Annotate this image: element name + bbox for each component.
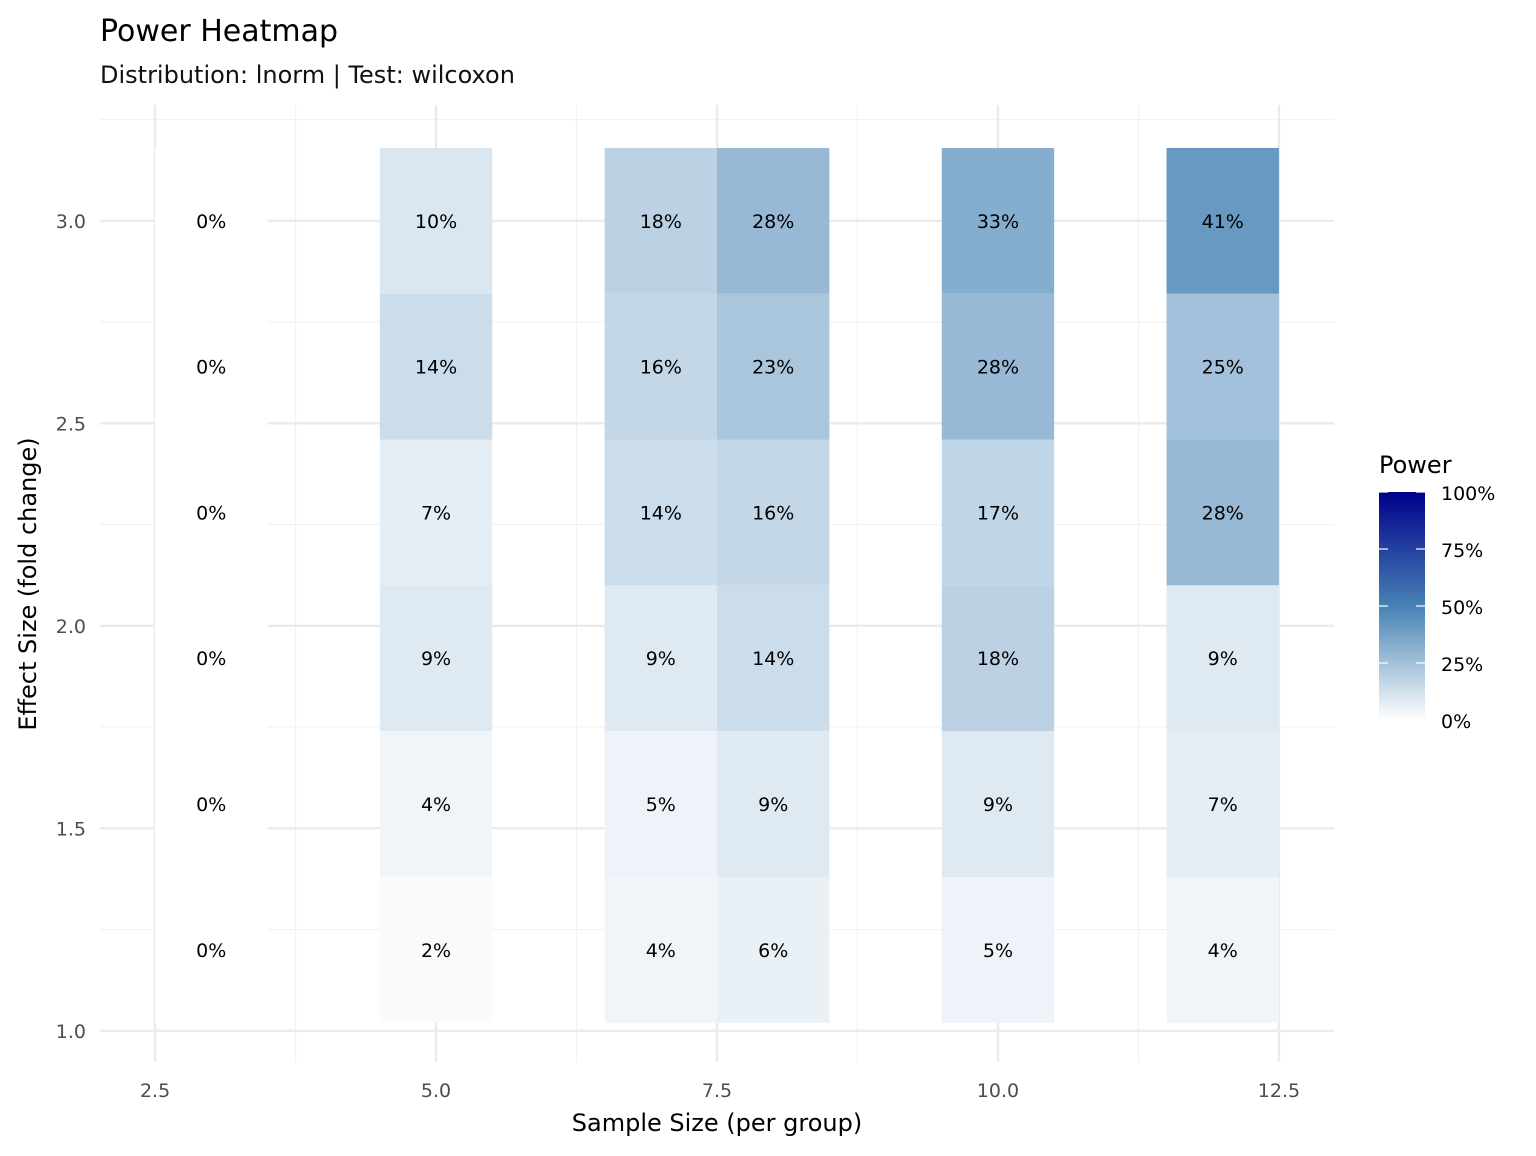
y-axis-label: Effect Size (fold change) [14, 437, 42, 730]
heatmap-tile [717, 147, 830, 294]
y-tick-label: 1.5 [56, 818, 86, 840]
heatmap-tile [604, 439, 717, 586]
heatmap-tile [155, 147, 268, 294]
x-tick-label: 7.5 [702, 1080, 732, 1102]
tile-value-label: 41% [1202, 211, 1244, 233]
heatmap-tile [1166, 731, 1279, 877]
heatmap-tile [155, 585, 268, 732]
tile-value-label: 9% [983, 794, 1013, 816]
x-tick-label: 2.5 [140, 1080, 170, 1102]
heatmap-tile [1166, 147, 1279, 294]
y-axis-ticks: 1.0 1.5 2.0 2.5 3.0 [56, 211, 86, 1043]
tile-value-label: 10% [415, 211, 457, 233]
tile-value-label: 33% [977, 211, 1019, 233]
y-tick-label: 3.0 [56, 211, 86, 233]
legend-title: Power [1379, 451, 1452, 479]
tile-value-label: 0% [196, 648, 226, 670]
heatmap-tile [717, 731, 830, 877]
chart-title: Power Heatmap [100, 14, 338, 49]
tile-value-label: 9% [421, 648, 451, 670]
heatmap-tile [379, 439, 493, 586]
tile-value-label: 5% [983, 940, 1013, 962]
tile-value-label: 0% [196, 211, 226, 233]
heatmap-tile [604, 147, 717, 294]
legend-tick-label: 100% [1441, 483, 1495, 505]
heatmap-tile [155, 876, 268, 1023]
tile-value-label: 14% [752, 648, 794, 670]
heatmap-tile [155, 293, 268, 440]
tile-value-label: 14% [640, 502, 682, 524]
tile-value-label: 16% [640, 357, 682, 379]
heatmap-tile [1166, 876, 1279, 1023]
heatmap-tile [1166, 293, 1279, 440]
tile-value-label: 9% [646, 648, 676, 670]
heatmap-tile [379, 293, 493, 440]
tile-value-label: 7% [1208, 794, 1238, 816]
legend-tick-label: 25% [1441, 654, 1483, 676]
heatmap-tile [604, 731, 717, 877]
heatmap-tile [379, 585, 493, 732]
heatmap-tile [155, 731, 268, 877]
legend-tick-label: 50% [1441, 597, 1483, 619]
tile-value-label: 5% [646, 794, 676, 816]
tile-value-label: 18% [640, 211, 682, 233]
tile-value-label: 0% [196, 940, 226, 962]
tile-value-label: 6% [758, 940, 788, 962]
heatmap-tiles [155, 147, 1279, 1023]
heatmap-tile [941, 147, 1055, 294]
tile-value-label: 25% [1202, 357, 1244, 379]
tile-value-label: 0% [196, 502, 226, 524]
tile-value-label: 28% [1202, 502, 1244, 524]
heatmap-tile [379, 731, 493, 877]
heatmap-tile [1166, 585, 1279, 732]
heatmap-tile [941, 293, 1055, 440]
tile-value-label: 2% [421, 940, 451, 962]
tile-value-label: 0% [196, 357, 226, 379]
tile-value-label: 4% [421, 794, 451, 816]
tile-labels: 0% 2% 4% 6% 5% 4% 0% 4% 5% 9% 9% 7% 0% 9% 9% 14% 18% 9% 0%… [196, 211, 1244, 962]
y-tick-label: 2.5 [56, 413, 86, 435]
heatmap-tile [379, 147, 493, 294]
heatmap-tile [604, 876, 717, 1023]
heatmap-tile [379, 876, 493, 1023]
heatmap-tile [717, 585, 830, 732]
heatmap-tile [1166, 439, 1279, 586]
chart-subtitle: Distribution: lnorm | Test: wilcoxon [100, 61, 515, 89]
tile-value-label: 4% [646, 940, 676, 962]
heatmap-tile [941, 876, 1055, 1023]
heatmap-tile [155, 439, 268, 586]
x-tick-label: 10.0 [977, 1080, 1019, 1102]
heatmap-tile [941, 731, 1055, 877]
heatmap-tile [604, 293, 717, 440]
tile-value-label: 9% [758, 794, 788, 816]
tile-value-label: 23% [752, 357, 794, 379]
tile-value-label: 14% [415, 357, 457, 379]
tile-value-label: 0% [196, 794, 226, 816]
heatmap-tile [941, 585, 1055, 732]
y-tick-label: 1.0 [56, 1021, 86, 1043]
tile-value-label: 17% [977, 502, 1019, 524]
x-axis-label: Sample Size (per group) [572, 1109, 862, 1137]
x-tick-label: 12.5 [1258, 1080, 1300, 1102]
tile-value-label: 18% [977, 648, 1019, 670]
tile-value-label: 28% [752, 211, 794, 233]
legend: Power 0% 25% 50% 75% 100% [1379, 451, 1495, 733]
tile-value-label: 9% [1208, 648, 1238, 670]
heatmap-tile [941, 439, 1055, 586]
heatmap-tile [717, 876, 830, 1023]
x-tick-label: 5.0 [421, 1080, 451, 1102]
legend-tick-label: 0% [1441, 711, 1471, 733]
tile-value-label: 28% [977, 357, 1019, 379]
y-tick-label: 2.0 [56, 616, 86, 638]
tile-value-label: 7% [421, 502, 451, 524]
heatmap-tile [604, 585, 717, 732]
legend-tick-label: 75% [1441, 540, 1483, 562]
heatmap-tile [717, 293, 830, 440]
x-axis-ticks: 2.5 5.0 7.5 10.0 12.5 [140, 1080, 1300, 1102]
tile-value-label: 4% [1208, 940, 1238, 962]
heatmap-tile [717, 439, 830, 586]
tile-value-label: 16% [752, 502, 794, 524]
